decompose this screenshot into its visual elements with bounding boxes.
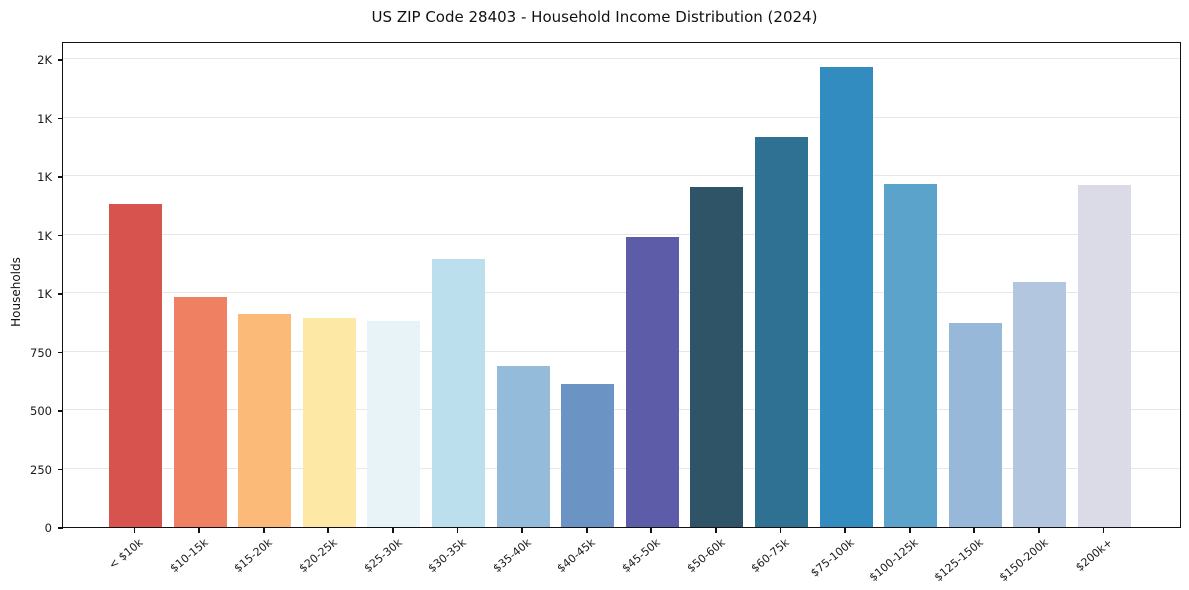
- x-tick-mark: [521, 528, 523, 533]
- x-tick-mark: [908, 528, 911, 533]
- gridline: [63, 409, 1180, 411]
- y-tick-mark: [58, 293, 63, 295]
- x-tick-mark: [456, 528, 459, 533]
- y-tick-mark: [58, 176, 63, 178]
- y-tick-label: 500: [30, 404, 52, 418]
- x-tick-mark: [392, 528, 394, 533]
- bar: [496, 365, 550, 527]
- x-tick-mark: [1102, 528, 1105, 533]
- x-tick-mark: [585, 528, 588, 533]
- x-tick-label: $100-125k: [867, 536, 922, 585]
- y-tick-mark: [58, 527, 63, 529]
- x-tick-mark: [262, 528, 265, 533]
- y-tick-mark: [58, 468, 63, 471]
- x-tick-mark: [198, 528, 200, 533]
- y-tick-label: 0: [44, 521, 52, 535]
- x-tick-label: $30-35k: [425, 536, 469, 576]
- y-tick-mark: [58, 117, 63, 120]
- x-tick-mark: [650, 528, 653, 533]
- y-tick-mark: [58, 59, 63, 61]
- y-tick-mark: [58, 234, 63, 237]
- y-tick-label: 2K: [37, 53, 52, 68]
- bar: [238, 314, 292, 527]
- bar: [1013, 282, 1067, 527]
- gridline: [63, 116, 1180, 118]
- x-tick-label: $10-15k: [167, 536, 211, 576]
- x-tick-mark: [779, 528, 782, 533]
- bar: [109, 204, 162, 527]
- y-tick-label: 250: [30, 462, 52, 477]
- chart-title: US ZIP Code 28403 - Household Income Dis…: [371, 8, 818, 26]
- x-tick-label: $25-30k: [361, 536, 405, 576]
- x-tick-label: $50-60k: [684, 536, 728, 576]
- y-tick-label: 1K: [37, 170, 52, 184]
- bar: [367, 321, 421, 527]
- bar: [690, 186, 744, 527]
- x-tick-mark: [844, 528, 846, 533]
- y-tick-label: 1K: [37, 228, 52, 243]
- gridline: [63, 467, 1180, 469]
- bar: [432, 259, 485, 527]
- bar: [173, 296, 227, 527]
- bar: [302, 317, 356, 527]
- y-tick-label: 750: [30, 345, 52, 360]
- x-tick-label: $20-25k: [296, 536, 340, 576]
- x-tick-label: $75-100k: [808, 536, 857, 580]
- x-tick-mark: [715, 528, 717, 533]
- x-tick-label: $60-75k: [748, 536, 792, 576]
- gridline: [63, 175, 1180, 177]
- x-tick-mark: [133, 528, 136, 533]
- gridline: [63, 292, 1180, 294]
- bar: [561, 384, 615, 527]
- x-tick-mark: [1038, 528, 1040, 533]
- x-tick-label: $150-200k: [996, 536, 1051, 585]
- x-tick-label: $45-50k: [619, 536, 663, 576]
- x-tick-label: $15-20k: [231, 536, 276, 576]
- bar: [948, 323, 1002, 527]
- bar: [884, 184, 938, 527]
- bar: [625, 236, 679, 527]
- bar: [755, 137, 808, 527]
- x-tick-label: $40-45k: [554, 536, 599, 576]
- x-tick-mark: [973, 528, 976, 533]
- y-tick-label: 1K: [37, 111, 52, 126]
- bar: [1078, 185, 1131, 527]
- bar: [819, 67, 873, 527]
- gridline: [63, 350, 1180, 352]
- x-tick-label: < $10k: [106, 536, 146, 572]
- x-tick-label: $200k+: [1073, 536, 1115, 574]
- plot-area: [62, 42, 1181, 528]
- x-tick-label: $125-150k: [931, 536, 986, 585]
- gridline: [63, 233, 1180, 235]
- x-tick-mark: [327, 528, 330, 533]
- gridline: [63, 58, 1180, 60]
- x-tick-label: $35-40k: [490, 536, 534, 576]
- y-tick-label: 1K: [37, 287, 52, 301]
- y-tick-mark: [58, 351, 63, 354]
- y-tick-mark: [58, 410, 63, 412]
